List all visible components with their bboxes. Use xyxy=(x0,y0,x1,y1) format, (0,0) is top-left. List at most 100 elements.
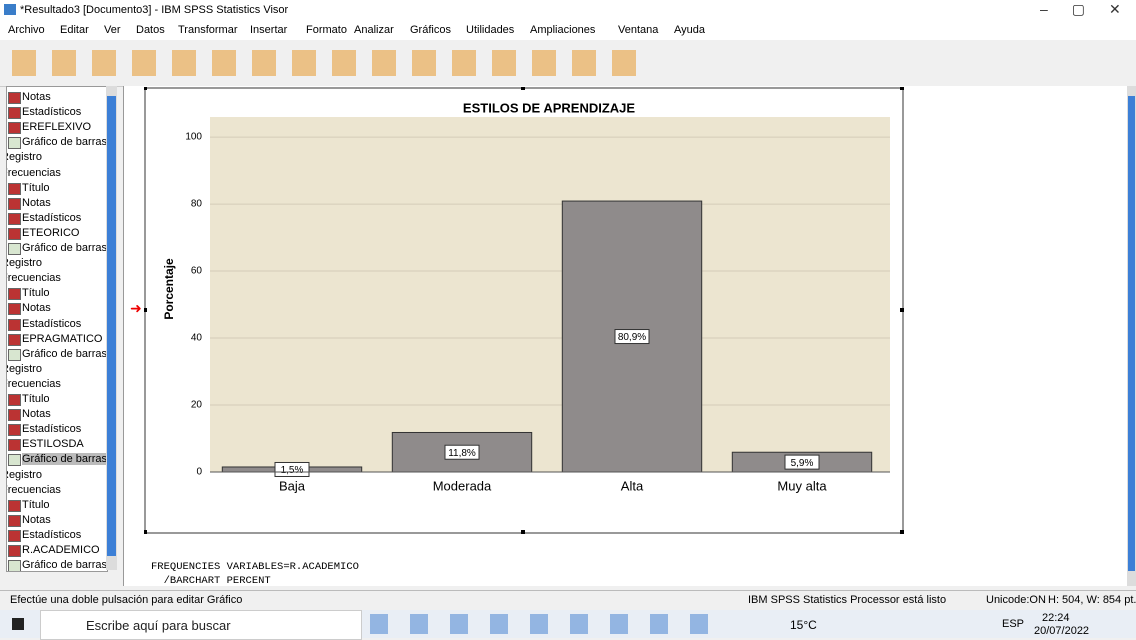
tree-item[interactable]: Frecuencias xyxy=(6,272,61,285)
x-tick-label: Baja xyxy=(279,478,306,493)
menu-item[interactable]: Ayuda xyxy=(674,24,705,36)
tree-item[interactable]: ETEORICO xyxy=(22,226,80,239)
syntax-line: /BARCHART PERCENT xyxy=(151,575,271,586)
menu-item[interactable]: Archivo xyxy=(8,24,45,36)
tree-icon xyxy=(8,514,21,527)
menu-item[interactable]: Formato xyxy=(306,24,347,36)
outline-scrollbar xyxy=(106,86,117,570)
syntax-line: FREQUENCIES VARIABLES=R.ACADEMICO xyxy=(151,561,359,573)
tree-item[interactable]: Título xyxy=(22,498,50,511)
selection-handle xyxy=(144,87,147,90)
menu-item[interactable]: Gráficos xyxy=(410,24,451,36)
tree-item[interactable]: Gráfico de barras xyxy=(22,559,107,572)
y-axis-label: Porcentaje xyxy=(162,258,176,320)
chart[interactable]: ESTILOS DE APRENDIZAJE Porcentaje 0 20 40 6… xyxy=(144,87,904,534)
status-hint: Efectúe una doble pulsación para editar … xyxy=(10,594,243,606)
tree-item[interactable]: Gráfico de barras xyxy=(22,136,107,149)
window-controls[interactable]: –▢✕ xyxy=(1040,1,1136,17)
tree-item[interactable]: Gráfico de barras xyxy=(22,453,107,466)
tree-item[interactable]: EREFLEXIVO xyxy=(22,121,92,134)
tree-icon xyxy=(8,212,21,225)
tree-item[interactable]: Título xyxy=(22,287,50,300)
menu-item[interactable]: Transformar xyxy=(178,24,238,36)
value-label: 80,9% xyxy=(618,332,646,343)
tree-item[interactable]: Gráfico de barras xyxy=(22,347,107,360)
tree-item[interactable]: EPRAGMATICO xyxy=(22,332,103,345)
toolbar xyxy=(0,40,1136,87)
tree-icon xyxy=(8,499,21,512)
status-processor: IBM SPSS Statistics Processor está listo xyxy=(748,594,947,606)
tree-icon xyxy=(8,122,21,135)
menu-item[interactable]: Insertar xyxy=(250,24,288,36)
tree-item[interactable]: Estadísticos xyxy=(22,211,82,224)
start-button[interactable] xyxy=(12,618,24,630)
tree-item[interactable]: ESTILOSDA xyxy=(22,438,84,451)
tree-item[interactable]: Estadísticos xyxy=(22,317,82,330)
toolbar-icons[interactable] xyxy=(12,50,642,76)
outline-pane: Notas Estadísticos EREFLEXIVO Gráfico de ba… xyxy=(6,86,108,572)
tree-icon xyxy=(8,424,21,437)
menu-item[interactable]: Datos xyxy=(136,24,165,36)
tree-item[interactable]: Notas xyxy=(22,91,51,103)
menu-item[interactable]: Ventana xyxy=(618,24,659,36)
tree-item[interactable]: Frecuencias xyxy=(6,166,61,179)
tree-item[interactable]: Estadísticos xyxy=(22,528,82,541)
menu-item[interactable]: Analizar xyxy=(354,24,394,36)
tree-item[interactable]: Notas xyxy=(22,408,51,421)
tree-item[interactable]: Notas xyxy=(22,196,51,209)
menu-item[interactable]: Ampliaciones xyxy=(530,24,596,36)
tree-icon xyxy=(8,197,21,210)
app-icon xyxy=(4,4,16,15)
tree-icon xyxy=(8,137,21,150)
tree-item[interactable]: Registro xyxy=(7,362,42,375)
syntax-block: FREQUENCIES VARIABLES=R.ACADEMICO /BARCH… xyxy=(151,560,359,586)
value-label: 11,8% xyxy=(448,448,476,459)
menu-item[interactable]: Editar xyxy=(60,24,89,36)
menu-item[interactable]: Ver xyxy=(104,24,121,36)
tree-item[interactable]: Título xyxy=(22,393,50,405)
plot-area xyxy=(210,117,890,472)
tree-item[interactable]: Título xyxy=(22,181,50,194)
selection-handle xyxy=(521,530,525,534)
search-box[interactable]: Escribe aquí para buscar xyxy=(40,610,362,640)
language[interactable]: ESP xyxy=(1002,618,1025,630)
tree-item[interactable]: Registro xyxy=(7,151,42,164)
tree-icon xyxy=(8,439,21,452)
clock-date[interactable]: 20/07/2022 xyxy=(1034,625,1090,637)
tree-item[interactable]: Estadísticos xyxy=(22,423,82,436)
menu-bar: Archivo Editar Ver Datos Transformar Insertar… xyxy=(0,20,1136,40)
selection-handle xyxy=(900,308,904,312)
selection-arrow: ➜ xyxy=(130,300,142,316)
value-label: 5,9% xyxy=(791,458,814,469)
y-tick-label: 60 xyxy=(191,266,203,277)
tree-item[interactable]: Estadísticos xyxy=(22,106,82,119)
clock-time[interactable]: 22:24 xyxy=(1042,612,1070,624)
taskbar: Escribe aquí para buscar 15°C ESP 22:24 … xyxy=(0,610,1136,640)
tree-item[interactable]: Registro xyxy=(7,257,42,270)
value-label-box xyxy=(784,454,820,470)
value-label-box xyxy=(444,444,480,460)
y-tick-label: 40 xyxy=(191,333,203,344)
tree-icon xyxy=(8,454,21,467)
menu-item[interactable]: Utilidades xyxy=(466,24,515,36)
tree-icon xyxy=(8,545,21,557)
y-tick-label: 80 xyxy=(191,199,203,210)
tree-item[interactable]: R.ACADEMICO xyxy=(22,544,100,556)
tree-item[interactable]: Gráfico de barras xyxy=(22,242,107,254)
tree-icon xyxy=(8,92,21,104)
search-text: Escribe aquí para buscar xyxy=(86,618,231,633)
tree-icon xyxy=(8,288,21,301)
tree-item[interactable]: Notas xyxy=(22,302,51,315)
tree-item[interactable]: Frecuencias xyxy=(6,377,61,390)
selection-handle xyxy=(144,530,147,534)
tree-item[interactable]: Registro xyxy=(7,468,42,481)
value-label: 1,5% xyxy=(281,465,304,476)
tree-icon xyxy=(8,243,21,255)
tree-item[interactable]: Notas xyxy=(22,513,51,526)
x-tick-label: Muy alta xyxy=(777,478,827,493)
value-label-box xyxy=(614,329,650,345)
tree-item[interactable]: Frecuencias xyxy=(6,483,61,496)
tree-icon xyxy=(8,560,21,571)
taskbar-apps[interactable] xyxy=(370,614,720,634)
weather[interactable]: 15°C xyxy=(790,618,817,632)
